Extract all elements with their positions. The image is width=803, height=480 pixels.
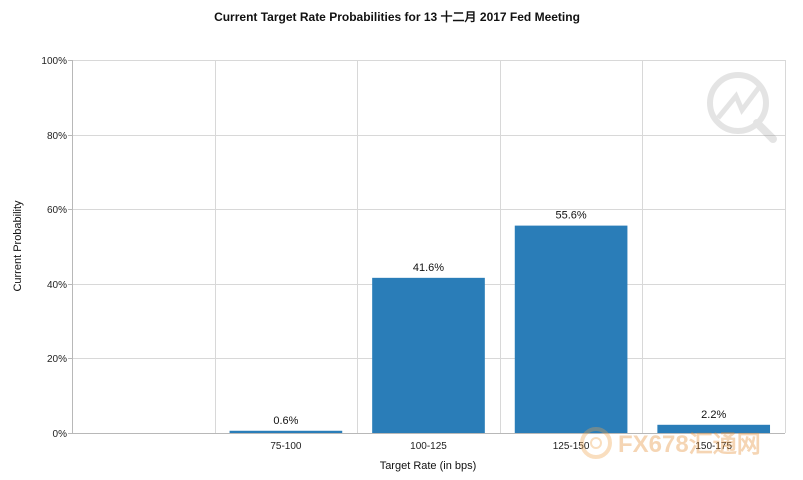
bar-data-label: 0.6% bbox=[273, 415, 298, 427]
x-tick-label: 150-175 bbox=[695, 441, 732, 452]
y-axis-ticks: 0% 20% 40% 60% 80% 100% bbox=[41, 56, 72, 440]
y-tick-label: 20% bbox=[47, 354, 67, 365]
bar-data-label: 55.6% bbox=[555, 210, 586, 222]
bar bbox=[229, 430, 343, 433]
bar-data-label: 2.2% bbox=[701, 409, 726, 421]
bar bbox=[372, 277, 485, 433]
x-tick-label: 125-150 bbox=[553, 441, 590, 452]
data-labels: 0.6% 41.6% 55.6% 2.2% bbox=[273, 210, 726, 427]
bar-data-label: 41.6% bbox=[413, 262, 444, 274]
watermark: FX678汇通网 bbox=[580, 427, 761, 459]
y-tick-label: 40% bbox=[47, 280, 67, 291]
y-tick-label: 60% bbox=[47, 205, 67, 216]
bar bbox=[657, 424, 771, 433]
y-tick-label: 0% bbox=[53, 429, 68, 440]
bars bbox=[229, 225, 771, 433]
chart-title: Current Target Rate Probabilities for 13… bbox=[214, 9, 580, 24]
watermark-text: FX678汇通网 bbox=[618, 431, 761, 458]
y-tick-label: 100% bbox=[41, 56, 67, 67]
grid bbox=[72, 60, 786, 433]
x-tick-label: 100-125 bbox=[410, 441, 447, 452]
y-tick-label: 80% bbox=[47, 131, 67, 142]
watermark-logo bbox=[707, 72, 777, 143]
y-axis-label: Current Probability bbox=[12, 200, 24, 292]
x-axis-ticks: 75-100 100-125 125-150 150-175 bbox=[270, 441, 732, 452]
x-tick-label: 75-100 bbox=[270, 441, 302, 452]
x-axis-label: Target Rate (in bps) bbox=[380, 460, 477, 472]
bar bbox=[514, 225, 628, 433]
